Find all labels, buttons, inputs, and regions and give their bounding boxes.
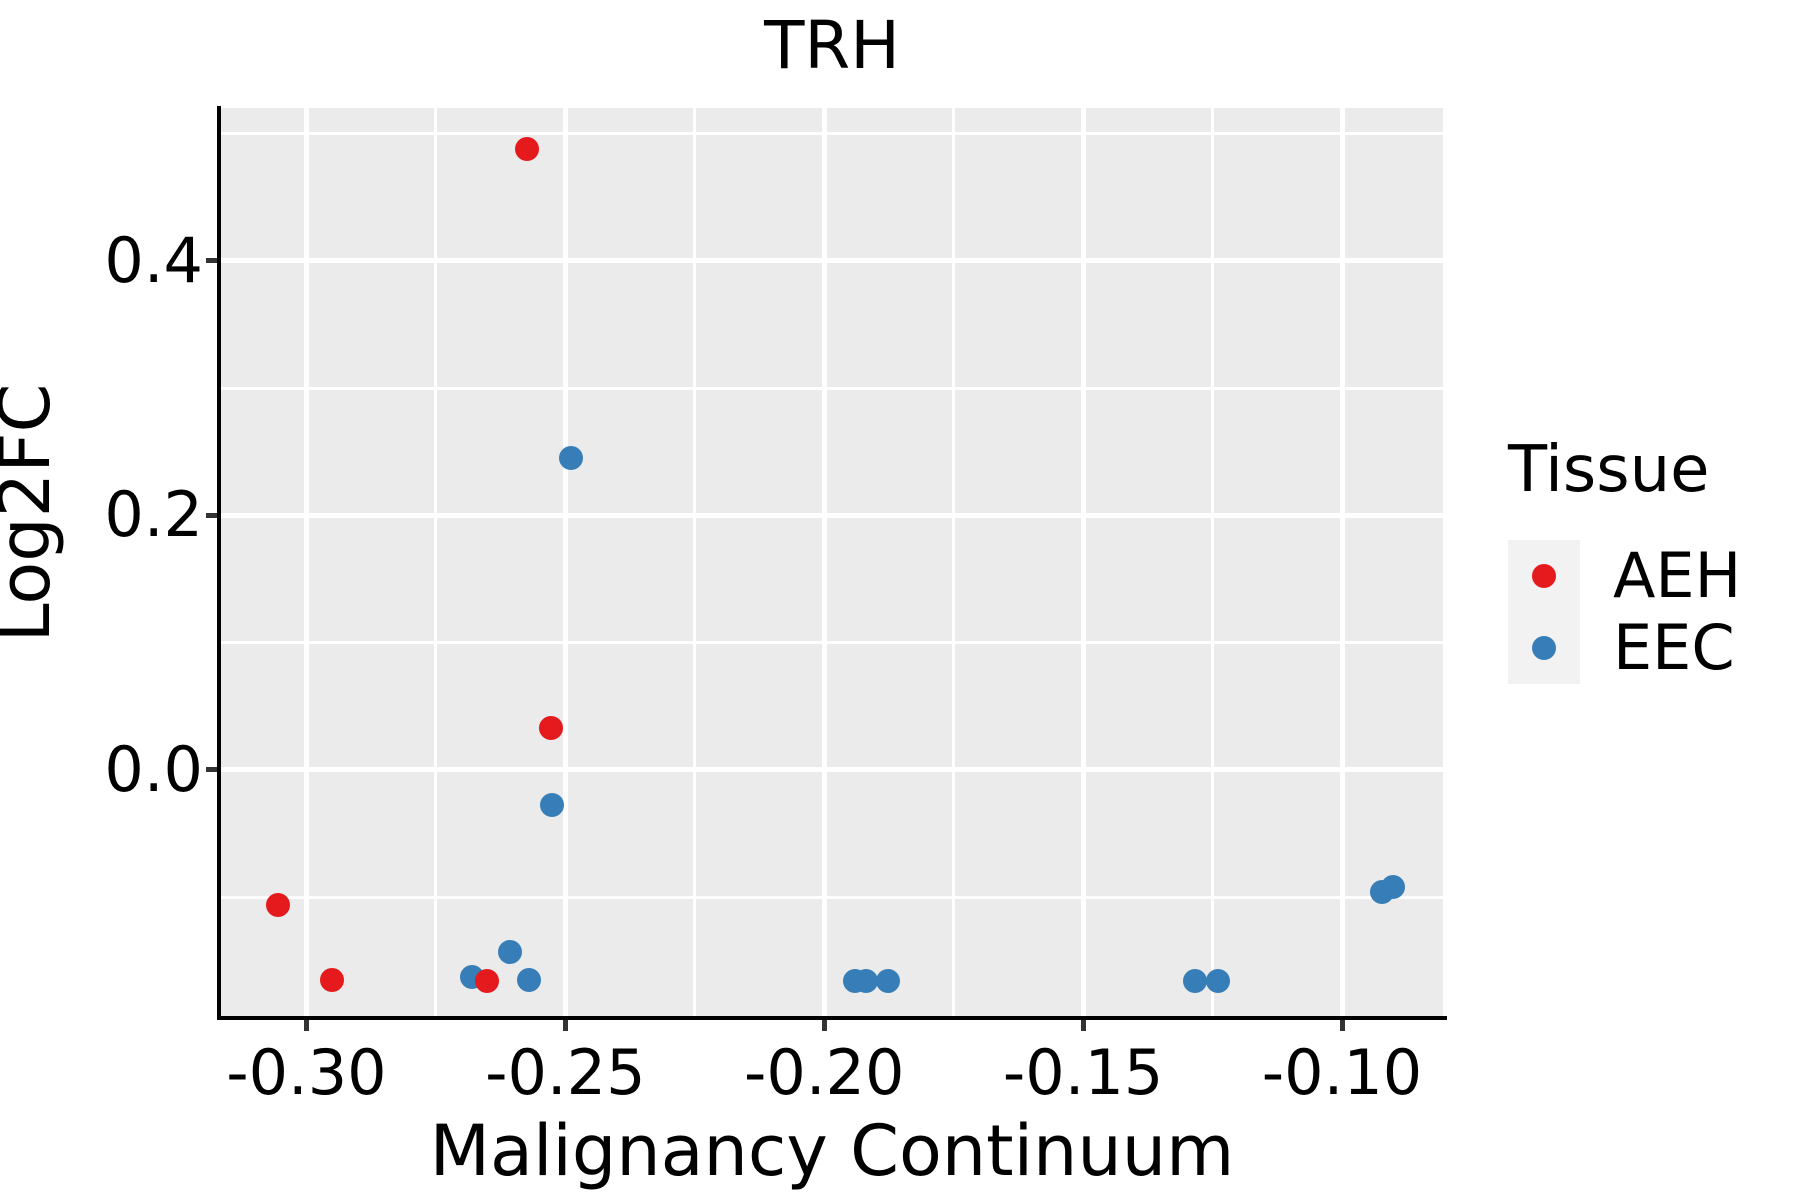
data-point-eec [854,969,879,994]
legend-key [1508,612,1580,684]
x-axis-title: Malignancy Continuum [429,1110,1235,1192]
data-point-aeh [320,967,345,992]
x-major-gridline [1339,108,1345,1018]
x-tick-label: -0.20 [744,1036,905,1109]
y-tick-mark [206,767,217,773]
data-point-aeh [514,136,539,161]
y-tick-mark [206,512,217,518]
y-minor-gridline [221,131,1443,135]
x-major-gridline [303,108,309,1018]
data-point-eec [539,793,564,818]
x-tick-label: -0.10 [1261,1036,1423,1109]
y-major-gridline [221,258,1443,264]
y-minor-gridline [221,895,1443,899]
y-tick-label: 0.4 [104,223,203,297]
x-tick-label: -0.25 [485,1036,646,1109]
data-point-eec [1380,874,1405,899]
data-point-eec [1205,969,1230,994]
y-tick-label: 0.2 [104,478,203,552]
x-major-gridline [821,108,827,1018]
x-tick-mark [303,1020,309,1031]
y-major-gridline [221,512,1443,518]
chart-title: TRH [764,7,900,84]
y-tick-label: 0.0 [104,732,203,806]
legend-row-aeh: AEH [1508,540,1741,612]
x-minor-gridline [693,108,697,1018]
y-axis-title: Log2FC [0,383,66,643]
y-major-gridline [221,767,1443,773]
legend-label-aeh: AEH [1613,539,1742,612]
data-point-aeh [266,892,291,917]
x-tick-label: -0.30 [226,1036,387,1109]
data-point-eec [1183,969,1208,994]
legend-label-eec: EEC [1613,611,1735,684]
legend-row-eec: EEC [1508,612,1741,684]
x-tick-mark [562,1020,568,1031]
x-axis-line [217,1016,1447,1020]
y-minor-gridline [221,641,1443,645]
aeh-legend-dot-icon [1532,564,1556,588]
x-tick-mark [1080,1020,1086,1031]
plot-panel [221,108,1443,1018]
data-point-eec [498,939,523,964]
data-point-aeh [539,715,564,740]
y-axis-line [217,106,221,1020]
x-major-gridline [562,108,568,1018]
y-tick-mark [206,258,217,264]
legend: Tissue AEH EEC [1508,438,1741,684]
data-point-aeh [475,969,500,994]
x-minor-gridline [434,108,438,1018]
x-minor-gridline [1211,108,1215,1018]
data-point-eec [876,969,901,994]
y-minor-gridline [221,386,1443,390]
legend-key [1508,540,1580,612]
data-point-eec [558,446,583,470]
x-major-gridline [1080,108,1086,1018]
x-tick-mark [821,1020,827,1031]
x-tick-mark [1339,1020,1345,1031]
x-tick-label: -0.15 [1002,1036,1164,1109]
x-minor-gridline [952,108,956,1018]
data-point-eec [516,967,541,992]
legend-title: Tissue [1508,433,1710,507]
legend-rows: AEH EEC [1508,540,1741,684]
eec-legend-dot-icon [1532,636,1556,660]
